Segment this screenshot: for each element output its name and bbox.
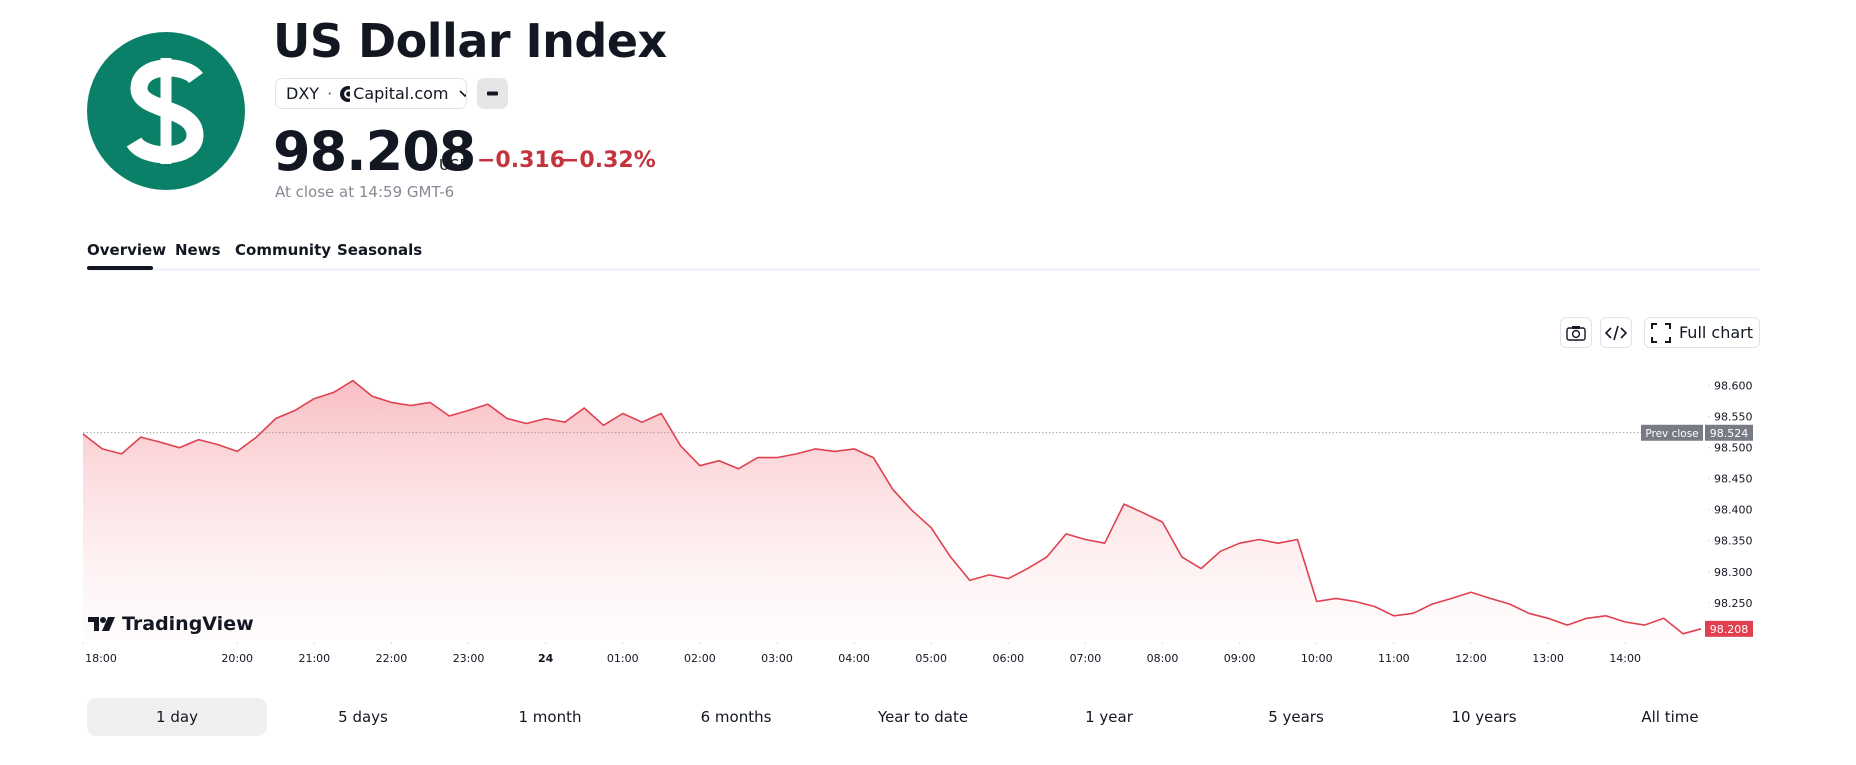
source-logo bbox=[340, 85, 351, 102]
x-tick-label: 02:00 bbox=[684, 652, 716, 665]
range-button[interactable]: All time bbox=[1641, 708, 1699, 726]
separator: · bbox=[327, 84, 333, 103]
logo bbox=[87, 32, 245, 190]
y-tick-label: 98.550 bbox=[1714, 411, 1753, 424]
title: US Dollar Index bbox=[273, 14, 667, 68]
y-tick-label: 98.450 bbox=[1714, 473, 1753, 486]
watermark[interactable]: TradingView bbox=[88, 613, 254, 635]
x-tick-label: 12:00 bbox=[1455, 652, 1487, 665]
y-tick-label: 98.300 bbox=[1714, 566, 1753, 579]
range-button[interactable]: 5 days bbox=[338, 708, 388, 726]
x-tick-label: 13:00 bbox=[1532, 652, 1564, 665]
menu-button[interactable] bbox=[477, 78, 508, 109]
x-tick-label: 06:00 bbox=[992, 652, 1024, 665]
x-tick-label: 24 bbox=[538, 652, 554, 665]
x-tick-label: 10:00 bbox=[1301, 652, 1333, 665]
last-price: 98.208 bbox=[1710, 623, 1749, 636]
symbol-selector[interactable]: DXY · Capital.com bbox=[275, 78, 467, 109]
y-tick-label: 98.350 bbox=[1714, 535, 1753, 548]
range-button[interactable]: 1 day bbox=[87, 698, 267, 736]
x-tick-label: 11:00 bbox=[1378, 652, 1410, 665]
chevron bbox=[458, 89, 466, 97]
line bbox=[82, 379, 1702, 635]
code-icon bbox=[1605, 325, 1627, 340]
symbol: DXY bbox=[286, 84, 320, 103]
camera-icon bbox=[1566, 325, 1586, 341]
x-tick-label: 05:00 bbox=[915, 652, 947, 665]
fullscreen-icon bbox=[1650, 322, 1671, 343]
x-tick-label: 01:00 bbox=[607, 652, 639, 665]
change: −0.316 bbox=[477, 148, 566, 173]
x-tick-label: 14:00 bbox=[1609, 652, 1641, 665]
x-tick-label: 07:00 bbox=[1070, 652, 1102, 665]
range-button[interactable]: 6 months bbox=[700, 708, 772, 726]
tab[interactable]: News bbox=[175, 241, 221, 259]
tab[interactable]: Seasonals bbox=[337, 241, 423, 259]
full-chart-button[interactable]: Full chart bbox=[1644, 317, 1760, 348]
x-tick-label: 21:00 bbox=[298, 652, 330, 665]
range-button[interactable]: 1 year bbox=[1085, 708, 1133, 726]
full-chart-label: Full chart bbox=[1678, 323, 1754, 342]
x-tick-label: 22:00 bbox=[376, 652, 408, 665]
range-button[interactable]: 1 month bbox=[518, 708, 582, 726]
x-tick-label: 03:00 bbox=[761, 652, 793, 665]
last-price-tag bbox=[1705, 620, 1753, 637]
tv-logo bbox=[88, 617, 115, 631]
status: At close at 14:59 GMT-6 bbox=[275, 183, 455, 201]
prev-close-label: Prev close bbox=[1645, 428, 1698, 440]
embed-button[interactable] bbox=[1600, 317, 1632, 348]
x-tick-label: 04:00 bbox=[838, 652, 870, 665]
change-percent: −0.32% bbox=[561, 148, 656, 173]
watermark-text: TradingView bbox=[122, 613, 254, 635]
area bbox=[83, 380, 1701, 640]
prev-close-value: 98.524 bbox=[1710, 427, 1749, 440]
range-button[interactable]: 10 years bbox=[1451, 708, 1517, 726]
source: Capital.com bbox=[353, 84, 449, 103]
range-button[interactable]: 5 years bbox=[1268, 708, 1324, 726]
minus-icon bbox=[487, 91, 498, 96]
x-tick-label: 09:00 bbox=[1224, 652, 1256, 665]
range-button[interactable]: Year to date bbox=[877, 708, 969, 726]
y-tick-label: 98.400 bbox=[1714, 504, 1753, 517]
tab[interactable]: Overview bbox=[87, 241, 167, 259]
tab[interactable]: Community bbox=[235, 241, 332, 259]
x-tick-label: 08:00 bbox=[1147, 652, 1179, 665]
prev-close-tag bbox=[1641, 424, 1703, 441]
tab-divider bbox=[87, 268, 1760, 271]
x-tick-label: 23:00 bbox=[453, 652, 485, 665]
prev-close-value-tag bbox=[1705, 424, 1753, 441]
price: 98.208 bbox=[273, 120, 476, 183]
snapshot-button[interactable] bbox=[1560, 317, 1592, 348]
y-tick-label: 98.600 bbox=[1714, 380, 1753, 393]
y-tick-label: 98.250 bbox=[1714, 597, 1753, 610]
currency: USD bbox=[439, 156, 472, 174]
x-tick-label: 20:00 bbox=[221, 652, 253, 665]
tab-indicator bbox=[87, 266, 153, 270]
y-tick-label: 98.500 bbox=[1714, 442, 1753, 455]
x-tick-label: 18:00 bbox=[85, 652, 117, 665]
